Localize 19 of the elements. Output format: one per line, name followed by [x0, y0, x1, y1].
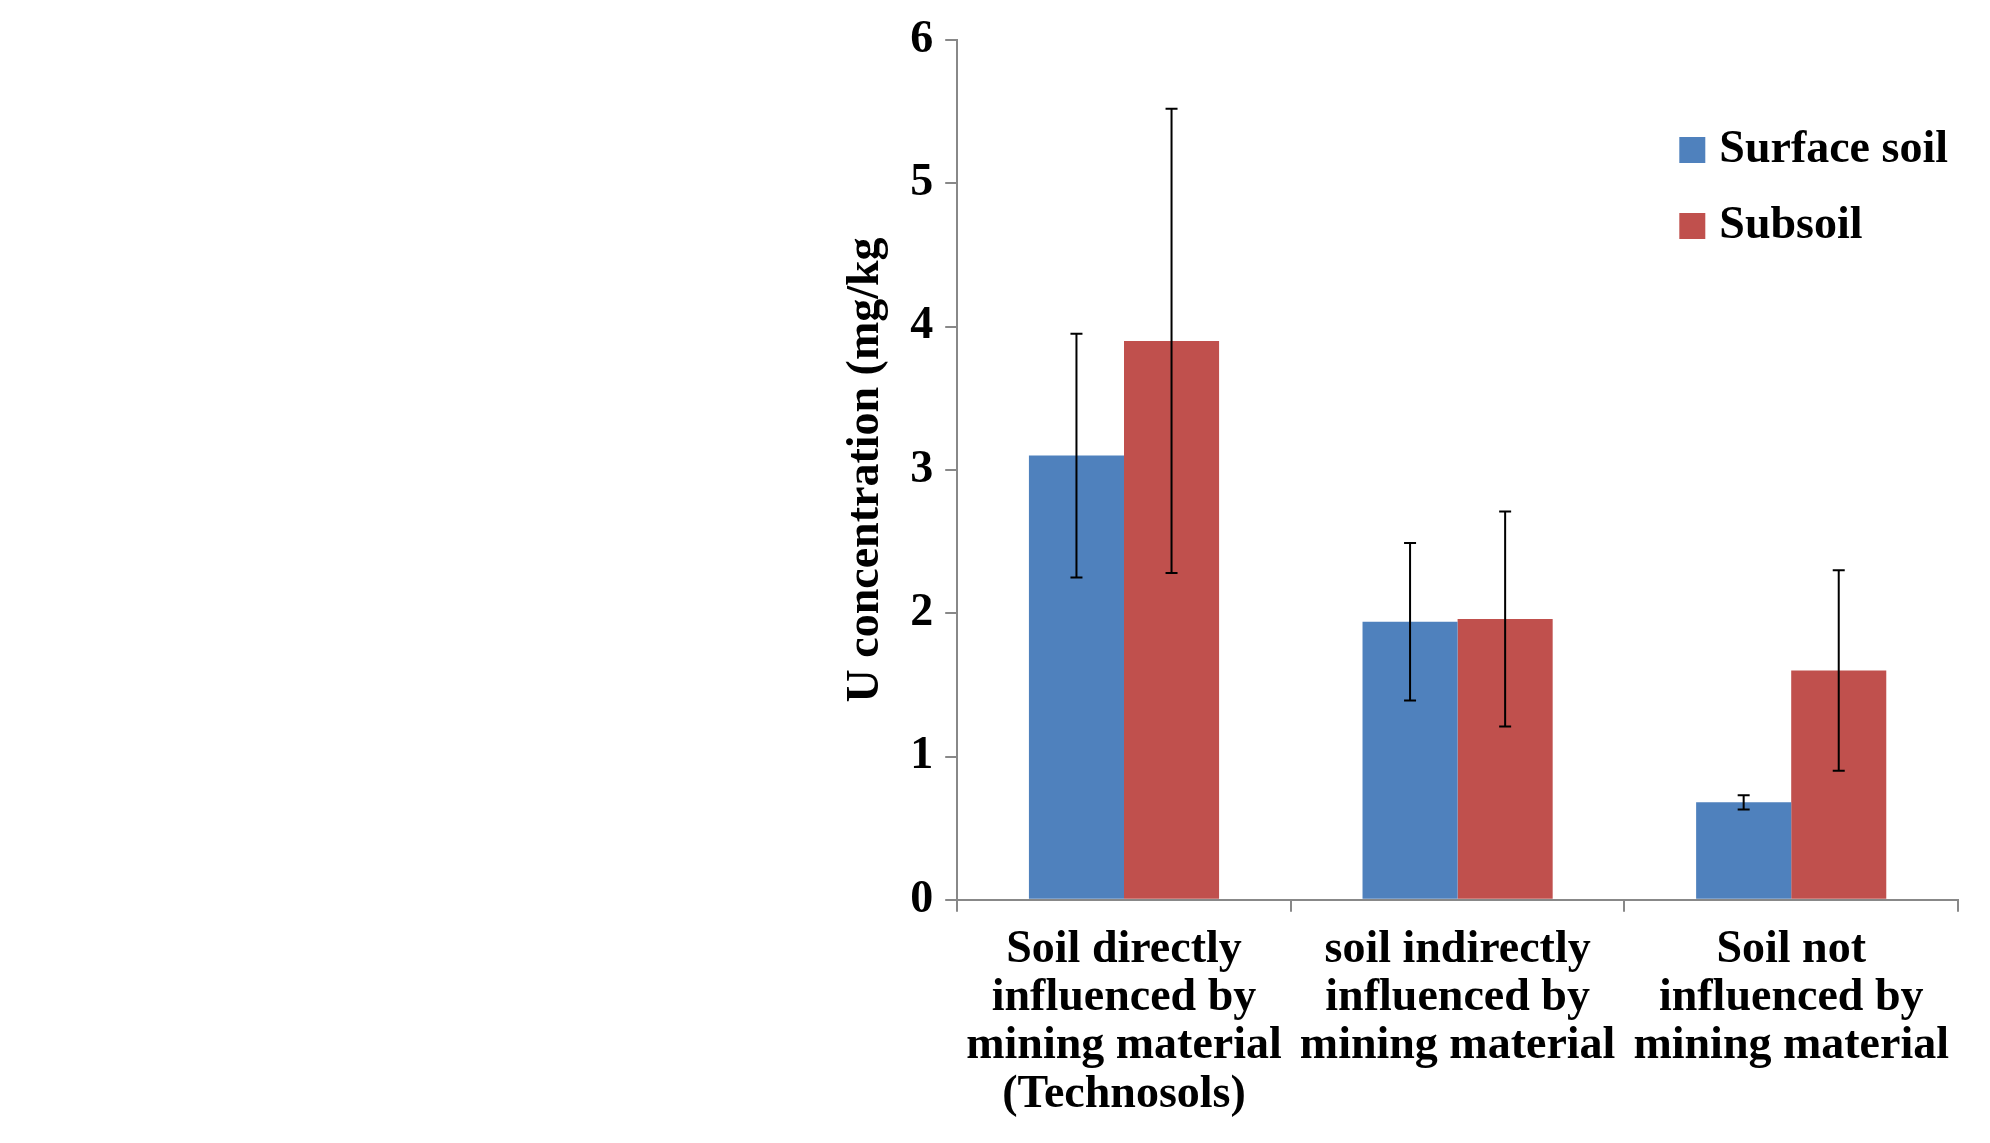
y-tick-label: 3: [910, 440, 934, 492]
y-axis-title: U concentration (mg/kg: [837, 237, 889, 703]
y-tick-label: 4: [910, 297, 934, 349]
y-tick-label: 6: [910, 10, 934, 62]
bar: [1124, 340, 1220, 899]
legend-label: Subsoil: [1719, 196, 1863, 248]
bar: [1028, 455, 1124, 899]
x-tick-label: Soil not influenced by mining material: [1633, 920, 1949, 1069]
bar: [1457, 618, 1553, 899]
legend-label: Surface soil: [1719, 120, 1949, 172]
y-tick-label: 2: [910, 584, 934, 636]
y-tick-label: 0: [910, 870, 934, 922]
x-tick-label: soil indirectly influenced by mining material: [1299, 920, 1616, 1069]
y-tick-label: 1: [910, 727, 934, 779]
bar: [1362, 621, 1458, 899]
y-tick-label: 5: [910, 154, 934, 206]
bar: [1791, 670, 1887, 899]
bar: [1696, 802, 1792, 899]
x-tick-label: Soil directly influenced by mining material (Technosols): [966, 920, 1282, 1117]
